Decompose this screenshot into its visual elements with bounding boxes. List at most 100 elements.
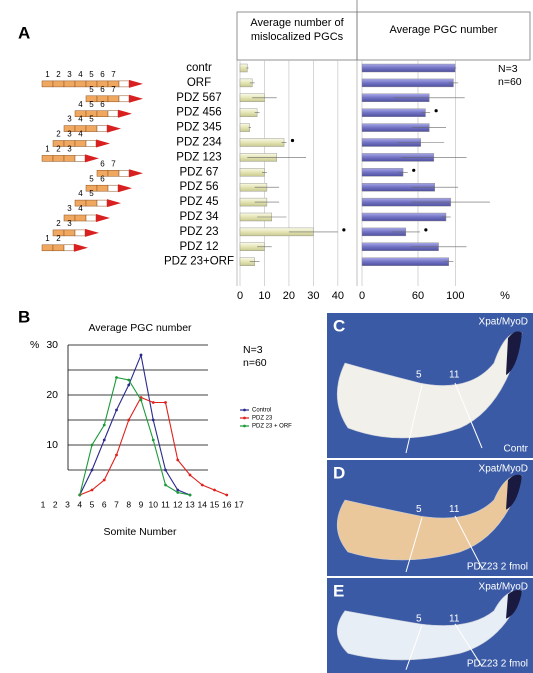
- point: [164, 468, 167, 472]
- arrow: [118, 184, 132, 193]
- arrow: [85, 154, 99, 163]
- x-tick-label: 30: [307, 290, 319, 302]
- domain-number: 1: [45, 70, 50, 79]
- condition-label: PDZ23 2 fmol: [467, 562, 528, 573]
- domain-box: [41, 155, 54, 162]
- arrow: [118, 109, 132, 118]
- domain-number: 4: [78, 130, 83, 139]
- stain-label: Xpat/MyoD: [479, 464, 528, 475]
- significance-dot: [342, 228, 346, 232]
- somite-label: 5: [416, 504, 422, 515]
- somite-line: [454, 623, 483, 667]
- y-tick-label: 30: [46, 339, 58, 351]
- row-label: PDZ 67: [180, 166, 219, 178]
- point: [102, 423, 106, 427]
- somite-label: 11: [449, 613, 460, 624]
- domain-number: 2: [56, 145, 61, 154]
- domain-box: [96, 110, 109, 117]
- x-tick-label: 14: [198, 499, 208, 509]
- x-tick-label: 11: [161, 499, 170, 509]
- somite-line: [405, 625, 423, 670]
- row-label: PDZ 234: [176, 137, 222, 149]
- point: [200, 483, 204, 487]
- panel-letter: D: [333, 463, 345, 482]
- domain-box: [52, 80, 65, 88]
- somite-label: 11: [449, 504, 460, 515]
- annotation: n=60: [243, 357, 267, 369]
- y-tick-label: 10: [46, 439, 58, 451]
- x-tick-label: 17: [234, 499, 244, 509]
- point: [176, 488, 180, 492]
- x-tick-label: 16: [222, 499, 232, 509]
- point: [151, 418, 155, 422]
- domain-number: 5: [89, 174, 94, 183]
- domain-box: [41, 244, 54, 252]
- tail: [63, 244, 75, 252]
- x-tick-label: 0: [359, 290, 365, 302]
- chart-title: Average number of: [250, 17, 344, 29]
- arrow: [129, 79, 143, 88]
- stain-label: Xpat/MyoD: [479, 317, 528, 328]
- point: [176, 458, 180, 462]
- row-label: PDZ 567: [176, 92, 221, 104]
- annotation: n=60: [498, 76, 522, 88]
- tail: [85, 140, 97, 147]
- row-label: PDZ 23+ORF: [164, 256, 234, 268]
- domain-number: 5: [89, 85, 94, 94]
- arrow: [96, 214, 110, 222]
- somite-line: [454, 382, 483, 449]
- somite-label: 11: [449, 370, 460, 381]
- domain-box: [63, 80, 76, 88]
- domain-number: 4: [78, 189, 83, 198]
- point: [164, 401, 167, 404]
- domain-number: 2: [56, 70, 61, 79]
- x-tick-label: 4: [77, 499, 82, 509]
- tail: [74, 155, 86, 162]
- legend-dot: [243, 424, 246, 428]
- point: [151, 438, 155, 442]
- somite-line: [405, 517, 423, 573]
- tail: [107, 184, 119, 192]
- arrow: [129, 94, 143, 103]
- point: [225, 493, 229, 497]
- significance-dot: [424, 228, 428, 232]
- panel-letter: A: [18, 23, 30, 42]
- bar: [361, 212, 447, 222]
- tail: [107, 110, 119, 117]
- domain-number: 2: [56, 234, 61, 243]
- domain-number: 2: [56, 219, 61, 228]
- point: [115, 376, 118, 379]
- domain-number: 1: [45, 234, 50, 243]
- x-tick-label: 5: [90, 499, 95, 509]
- point: [151, 401, 155, 404]
- domain-number: 5: [89, 115, 94, 124]
- domain-number: 4: [78, 100, 83, 109]
- tail: [118, 80, 130, 88]
- annotation: N=3: [498, 63, 518, 75]
- bar: [239, 168, 265, 177]
- point: [115, 453, 118, 457]
- bar: [361, 63, 456, 73]
- domain-box: [74, 140, 87, 147]
- domain-number: 1: [45, 145, 50, 154]
- somite-label: 5: [416, 613, 422, 624]
- x-tick-label: 1: [41, 499, 46, 509]
- x-tick-label: 9: [139, 499, 144, 509]
- arrow: [85, 228, 99, 237]
- domain-box: [96, 184, 109, 192]
- x-tick-label: 7: [114, 499, 119, 509]
- domain-number: 4: [78, 70, 83, 79]
- stain-label: Xpat/MyoD: [479, 582, 528, 593]
- bar: [361, 168, 404, 177]
- x-tick-label: 13: [185, 499, 195, 509]
- arrow: [74, 243, 88, 252]
- image-panels: C Xpat/MyoD 5 11 Contr D Xpat/MyoD 5 11 PDZ23 2 f…: [327, 313, 533, 673]
- chart-title: mislocalized PGCs: [251, 31, 344, 43]
- domain-box: [107, 95, 120, 103]
- point: [139, 398, 143, 402]
- domain-number: 6: [100, 100, 105, 109]
- domain-number: 3: [67, 70, 72, 79]
- legend-label: Control: [252, 408, 271, 414]
- domain-number: 6: [100, 70, 105, 79]
- panel-letter: C: [333, 316, 345, 335]
